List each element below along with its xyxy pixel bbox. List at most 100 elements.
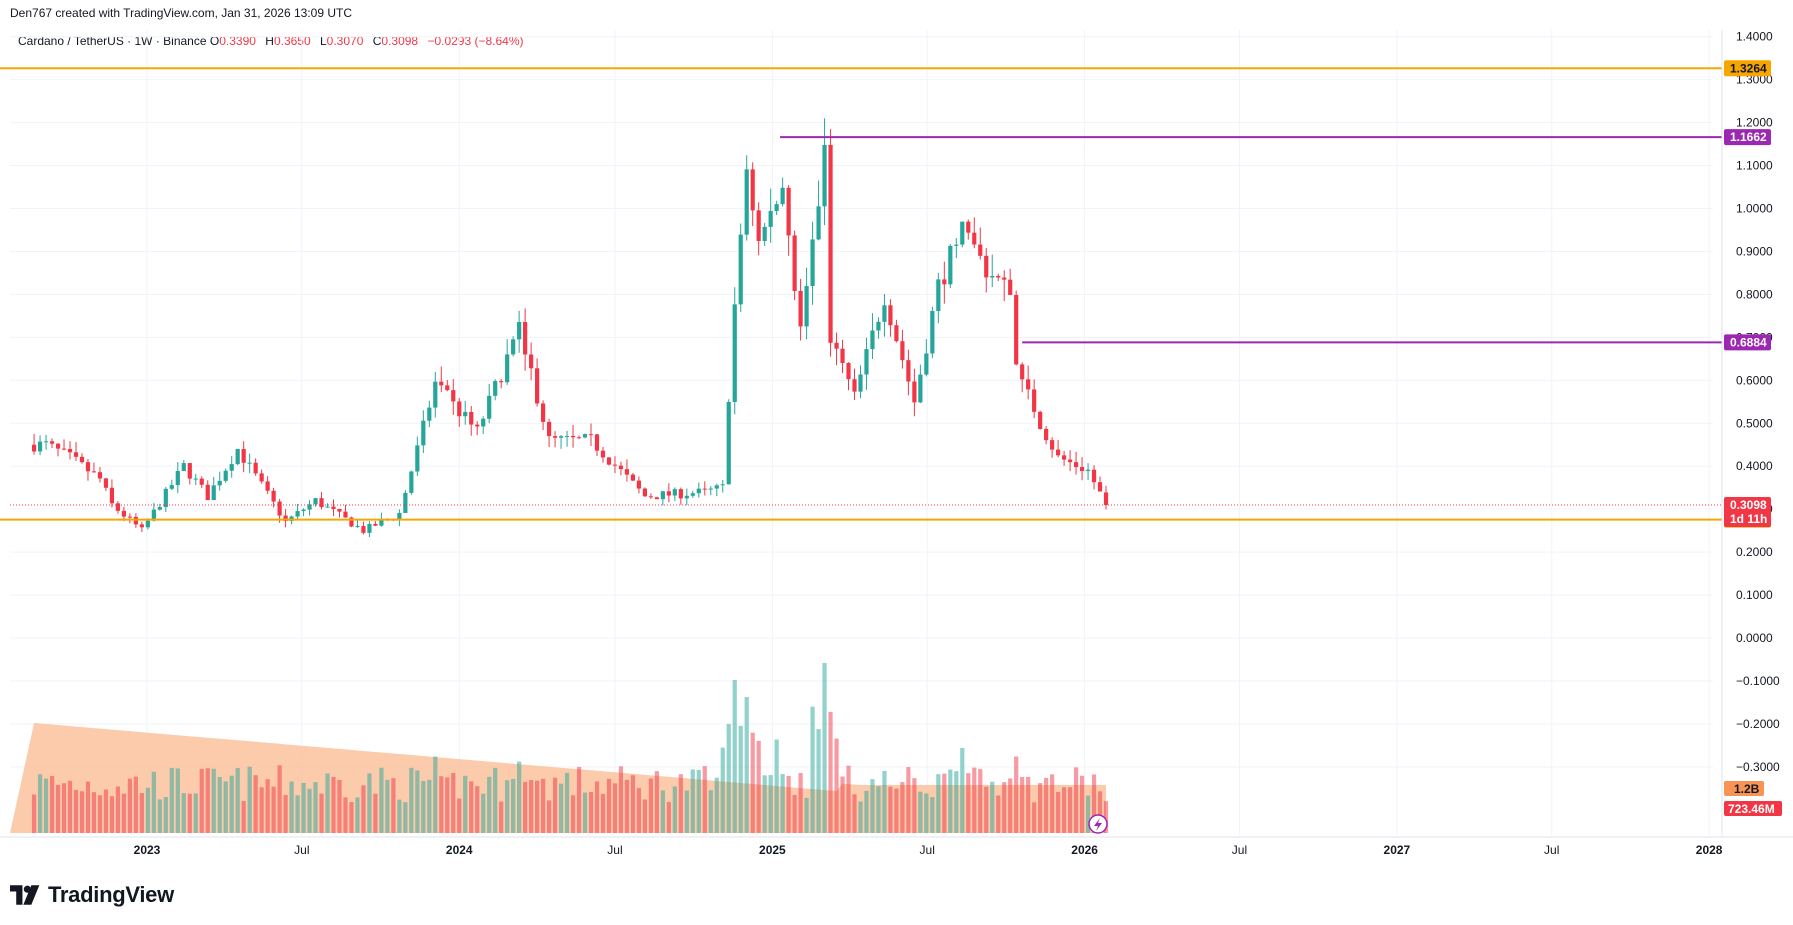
- candle-body: [481, 418, 486, 427]
- volume-bar: [792, 794, 797, 833]
- volume-bar: [463, 775, 468, 833]
- candle-body: [253, 462, 258, 474]
- candle-body: [277, 501, 282, 516]
- volume-bar: [403, 802, 408, 833]
- volume-bar: [139, 793, 144, 833]
- volume-bar: [750, 732, 755, 833]
- change-value: −0.0293 (−8.64%): [427, 34, 524, 48]
- volume-bar: [678, 774, 683, 833]
- volume-bar: [55, 784, 61, 833]
- volume-bar: [1038, 783, 1043, 833]
- level-tag-bg: [1724, 129, 1771, 146]
- price-chart[interactable]: 1.40001.30001.20001.10001.00000.90000.80…: [0, 0, 1793, 870]
- volume-bar: [481, 793, 486, 833]
- volume-bar: [642, 799, 648, 833]
- volume-bar: [786, 775, 791, 833]
- candle-body: [1050, 440, 1055, 450]
- volume-bar: [684, 790, 689, 833]
- candle-body: [600, 450, 606, 458]
- candle-body: [337, 508, 342, 512]
- candle-body: [91, 471, 97, 473]
- volume-bar: [373, 793, 378, 833]
- volume-bar: [415, 770, 420, 833]
- volume-bar: [247, 766, 252, 833]
- candle-body: [523, 322, 528, 355]
- y-tick-label: 1.0000: [1736, 202, 1773, 216]
- candle-body: [558, 436, 564, 438]
- chart-caption: Den767 created with TradingView.com, Jan…: [10, 6, 352, 20]
- x-tick-label: 2027: [1384, 843, 1411, 857]
- candle-body: [175, 471, 180, 486]
- horizontal-levels[interactable]: [0, 67, 1722, 521]
- volume-bar: [1014, 756, 1019, 833]
- time-axis[interactable]: 2023 Jul 2024 Jul 2025 Jul 2026 Jul 2027 Jul 2028: [0, 836, 1793, 857]
- candle-body: [588, 434, 594, 436]
- candle-body: [223, 470, 228, 481]
- volume-bar: [409, 767, 414, 833]
- x-tick-label: Jul: [294, 843, 309, 857]
- volume-bar: [816, 729, 821, 833]
- candle-body: [409, 471, 414, 493]
- volume-bar: [379, 767, 384, 833]
- volume-bar: [1008, 778, 1013, 833]
- volume-bar: [636, 787, 642, 833]
- candle-body: [229, 464, 234, 471]
- price-axis[interactable]: 1.40001.30001.20001.10001.00000.90000.80…: [1721, 30, 1780, 837]
- candle-body: [660, 491, 665, 500]
- candle-body: [103, 478, 109, 488]
- candle-body: [151, 509, 156, 521]
- candle-body: [49, 441, 55, 444]
- candle-body: [271, 490, 276, 502]
- candle-body: [361, 526, 366, 533]
- candle-body: [187, 463, 192, 479]
- candle-body: [582, 434, 588, 438]
- candle-body: [924, 353, 929, 375]
- replay-lightning-icon[interactable]: [1088, 814, 1108, 834]
- volume-bar: [576, 766, 582, 833]
- candle-body: [439, 381, 444, 386]
- candle-body: [1044, 428, 1049, 441]
- candle-body: [648, 496, 653, 498]
- candle-body: [1067, 459, 1073, 463]
- volume-bar: [79, 791, 85, 833]
- candle-body: [61, 448, 67, 450]
- candle-body: [211, 485, 216, 501]
- candle-body: [349, 517, 354, 527]
- candle-body: [576, 437, 582, 439]
- candle-body: [564, 435, 570, 437]
- candle-body: [259, 473, 264, 482]
- candle-body: [127, 516, 132, 518]
- candle-body: [960, 221, 965, 245]
- volume-bar: [457, 798, 462, 833]
- volume-bar: [85, 781, 91, 833]
- volume-bar: [558, 783, 564, 833]
- volume-bar: [942, 773, 947, 833]
- candle-body: [379, 519, 384, 526]
- close-label: C: [372, 34, 382, 48]
- volume-bar: [361, 785, 366, 833]
- candle-body: [666, 491, 671, 496]
- volume-bar: [840, 776, 845, 833]
- volume-bars: [31, 663, 1109, 833]
- volume-bar: [666, 801, 671, 833]
- tradingview-logo[interactable]: TradingView: [10, 882, 174, 908]
- volume-bar: [876, 786, 881, 833]
- volume-bar: [241, 801, 246, 833]
- candle-body: [325, 506, 330, 508]
- volume-bar: [169, 767, 174, 833]
- volume-bar: [564, 772, 570, 833]
- volume-bar: [864, 790, 869, 833]
- candle-body: [373, 523, 378, 526]
- volume-bar: [1061, 787, 1067, 833]
- volume-bar: [259, 787, 264, 833]
- candle-body: [690, 493, 695, 496]
- candle-body: [1103, 492, 1109, 505]
- candle-body: [966, 221, 971, 233]
- candle-body: [702, 488, 707, 490]
- volume-bar: [924, 793, 929, 833]
- volume-bar: [49, 775, 55, 833]
- candle-body: [726, 401, 731, 485]
- volume-bar: [546, 800, 552, 833]
- y-tick-label: 0.4000: [1736, 459, 1773, 473]
- volume-bar: [319, 793, 324, 833]
